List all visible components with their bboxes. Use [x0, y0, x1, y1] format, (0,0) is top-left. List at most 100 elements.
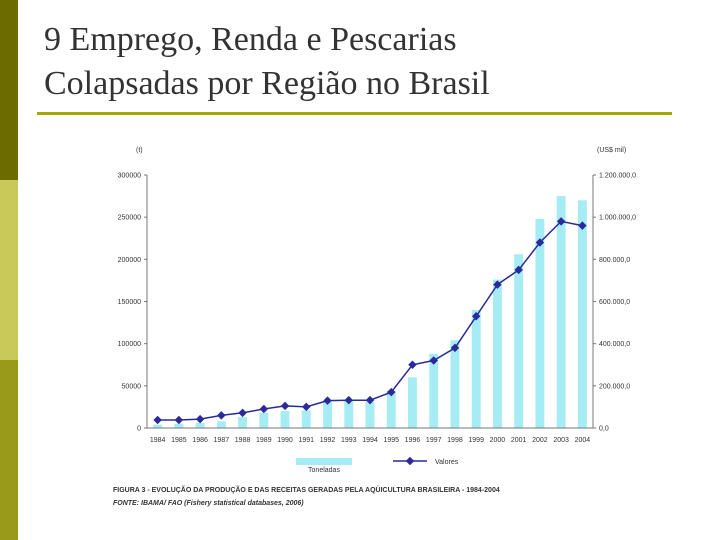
x-tick-label: 1994: [362, 437, 378, 444]
bar-1999: [471, 309, 481, 428]
point-2003: [556, 217, 566, 226]
point-1996: [408, 360, 417, 369]
legend-swatch-toneladas: [296, 458, 352, 465]
accent-bar-middle: [0, 180, 18, 360]
bar-1986: [195, 422, 205, 428]
x-tick-label: 1991: [298, 437, 314, 444]
point-1986: [195, 414, 205, 424]
legend-label-valores: Valores: [435, 459, 459, 466]
slide-title-line-2: Colapsadas por Região no Brasil: [44, 65, 490, 102]
left-tick-label: 100000: [118, 341, 141, 348]
point-1988: [238, 408, 247, 418]
left-tick-label: 150000: [118, 299, 141, 306]
bar-1994: [365, 401, 375, 428]
x-tick-label: 2004: [575, 437, 591, 444]
point-1998: [450, 343, 460, 353]
x-tick-labels: 1984 1985 1986 1987 1988 1989 1990 1991 1992 1993…: [150, 437, 590, 444]
x-tick-label: 2003: [553, 437, 569, 444]
legend-label-toneladas: Toneladas: [308, 467, 340, 474]
point-1989: [259, 404, 269, 414]
legend-marker-valores: [405, 456, 415, 466]
bar-1997: [429, 353, 439, 428]
point-2001: [514, 265, 523, 275]
bar-2001: [514, 254, 524, 428]
x-tick-label: 1986: [192, 437, 208, 444]
left-tick-label: 50000: [122, 383, 142, 390]
point-1987: [217, 411, 226, 420]
x-tick-label: 1984: [150, 437, 166, 444]
x-tick-label: 1993: [341, 437, 357, 444]
right-tick-label: 200.000,0: [599, 383, 630, 390]
bar-1984: [153, 424, 163, 428]
point-1999: [471, 312, 481, 321]
bar-1996: [408, 377, 417, 428]
point-2000: [493, 280, 502, 289]
right-tick-label: 1.200.000,0: [599, 173, 636, 180]
bar-2003: [556, 196, 566, 428]
x-tick-label: 2000: [490, 437, 506, 444]
left-axis-unit: (t): [136, 147, 143, 154]
bar-1995: [386, 390, 396, 428]
bar-series-toneladas: [153, 196, 587, 428]
point-1997: [429, 356, 438, 365]
bar-1998: [450, 340, 460, 428]
bar-2002: [535, 218, 545, 428]
bar-1992: [323, 401, 332, 428]
point-1990: [280, 401, 290, 411]
point-1995: [386, 387, 396, 397]
figure-caption: FIGURA 3 - EVOLUÇÃO DA PRODUÇÃO E DAS RE…: [113, 484, 633, 510]
caption-title: FIGURA 3 - EVOLUÇÃO DA PRODUÇÃO E DAS RE…: [113, 487, 500, 494]
x-tick-label: 1995: [383, 437, 399, 444]
bar-1987: [216, 421, 226, 428]
x-tick-label: 1988: [235, 437, 251, 444]
right-tick-label: 1.000.000,0: [599, 215, 636, 222]
title-underline: [37, 112, 672, 115]
point-2002: [535, 238, 545, 247]
x-tick-label: 2002: [532, 437, 548, 444]
right-tick-label: 800.000,0: [599, 257, 630, 264]
right-tick-label: 0,0: [599, 426, 609, 433]
accent-bar-bottom: [0, 360, 18, 540]
left-tick-labels: 0 50000 100000 150000 200000 250000 300000: [118, 173, 147, 433]
x-tick-label: 1998: [447, 437, 463, 444]
x-tick-label: 1996: [405, 437, 421, 444]
left-tick-label: 250000: [118, 215, 141, 222]
left-tick-label: 200000: [118, 257, 141, 264]
caption-source: FONTE: IBAMA/ FAO (Fishery statistical d…: [113, 500, 304, 507]
bar-1988: [238, 417, 248, 428]
x-tick-label: 1985: [171, 437, 187, 444]
point-1993: [344, 395, 354, 405]
right-tick-label: 600.000,0: [599, 299, 630, 306]
point-2004: [578, 221, 587, 230]
x-tick-label: 1989: [256, 437, 272, 444]
accent-bar-top: [0, 0, 18, 180]
point-1994: [365, 395, 375, 405]
left-tick-label: 0: [137, 426, 141, 433]
x-tick-label: 1999: [468, 437, 484, 444]
line-points-valores: [153, 217, 587, 425]
bar-2004: [577, 200, 587, 428]
x-tick-label: 1992: [320, 437, 336, 444]
aquaculture-chart: (t) (US$ mil) 0 50000 100000 150000 200000 25…: [118, 147, 636, 474]
x-tick-label: 1990: [277, 437, 293, 444]
bar-1985: [174, 423, 184, 428]
slide-title-line-1: 9 Emprego, Renda e Pescarias: [44, 21, 457, 58]
x-tick-label: 2001: [511, 437, 527, 444]
bar-1993: [344, 401, 354, 428]
point-1992: [323, 396, 332, 405]
slide-title: 9 Emprego, Renda e Pescarias Colapsadas …: [44, 18, 684, 106]
point-1991: [302, 402, 311, 412]
right-tick-label: 400.000,0: [599, 341, 630, 348]
bar-2000: [492, 279, 502, 428]
right-tick-labels: 0,0 200.000,0 400.000,0 600.000,0 800.000,0 1…: [593, 173, 636, 433]
x-tick-label: 1987: [214, 437, 230, 444]
bar-1990: [280, 411, 290, 428]
x-tick-label: 1997: [426, 437, 442, 444]
bar-1991: [301, 410, 311, 428]
bar-1989: [259, 412, 269, 428]
chart-legend: Toneladas Valores: [296, 456, 459, 474]
right-axis-unit: (US$ mil): [597, 147, 626, 154]
point-1984: [153, 415, 162, 425]
chart-axes: (t) (US$ mil): [136, 147, 626, 429]
left-tick-label: 300000: [118, 173, 141, 180]
